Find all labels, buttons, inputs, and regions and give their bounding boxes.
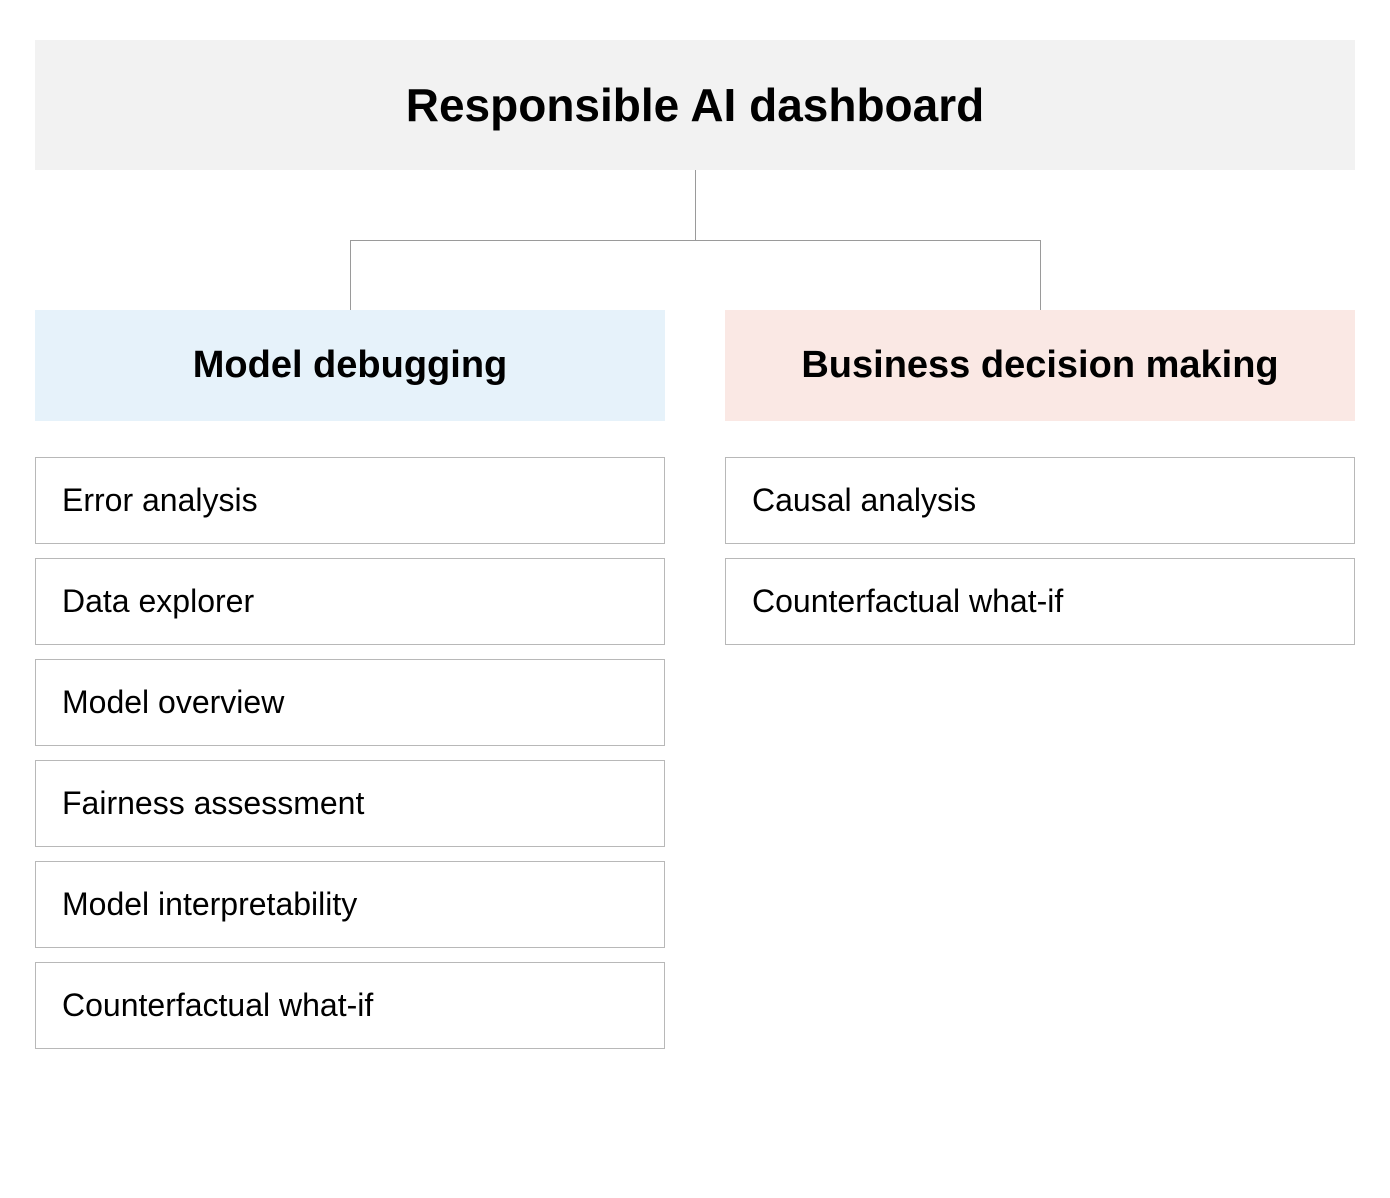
- branch-model-debugging: Model debugging Error analysis Data explo…: [35, 310, 665, 1049]
- branch-header-label: Business decision making: [801, 344, 1278, 386]
- tree-leaf-item: Counterfactual what-if: [725, 558, 1355, 645]
- tree-leaf-label: Counterfactual what-if: [62, 987, 373, 1023]
- connector-left: [350, 240, 351, 310]
- tree-leaf-label: Model overview: [62, 684, 284, 720]
- branch-header-model-debugging: Model debugging: [35, 310, 665, 421]
- connector-hbar: [350, 240, 1040, 241]
- tree-leaf-label: Counterfactual what-if: [752, 583, 1063, 619]
- connector-stem: [695, 170, 696, 240]
- tree-root-label: Responsible AI dashboard: [406, 79, 985, 131]
- branch-header-business-decision-making: Business decision making: [725, 310, 1355, 421]
- branch-items-model-debugging: Error analysis Data explorer Model overvie…: [35, 457, 665, 1049]
- tree-leaf-label: Model interpretability: [62, 886, 357, 922]
- tree-leaf-item: Counterfactual what-if: [35, 962, 665, 1049]
- branch-business-decision-making: Business decision making Causal analysis…: [725, 310, 1355, 1049]
- branch-header-label: Model debugging: [193, 344, 508, 386]
- tree-leaf-label: Error analysis: [62, 482, 258, 518]
- tree-leaf-item: Causal analysis: [725, 457, 1355, 544]
- tree-leaf-item: Error analysis: [35, 457, 665, 544]
- connector-right: [1040, 240, 1041, 310]
- tree-root-node: Responsible AI dashboard: [35, 40, 1355, 170]
- tree-leaf-label: Fairness assessment: [62, 785, 364, 821]
- tree-leaf-label: Data explorer: [62, 583, 254, 619]
- tree-leaf-item: Fairness assessment: [35, 760, 665, 847]
- tree-leaf-item: Model interpretability: [35, 861, 665, 948]
- tree-connector: [35, 170, 1355, 310]
- tree-leaf-label: Causal analysis: [752, 482, 976, 518]
- tree-leaf-item: Model overview: [35, 659, 665, 746]
- tree-leaf-item: Data explorer: [35, 558, 665, 645]
- tree-branches: Model debugging Error analysis Data explo…: [35, 310, 1355, 1049]
- branch-items-business-decision-making: Causal analysis Counterfactual what-if: [725, 457, 1355, 645]
